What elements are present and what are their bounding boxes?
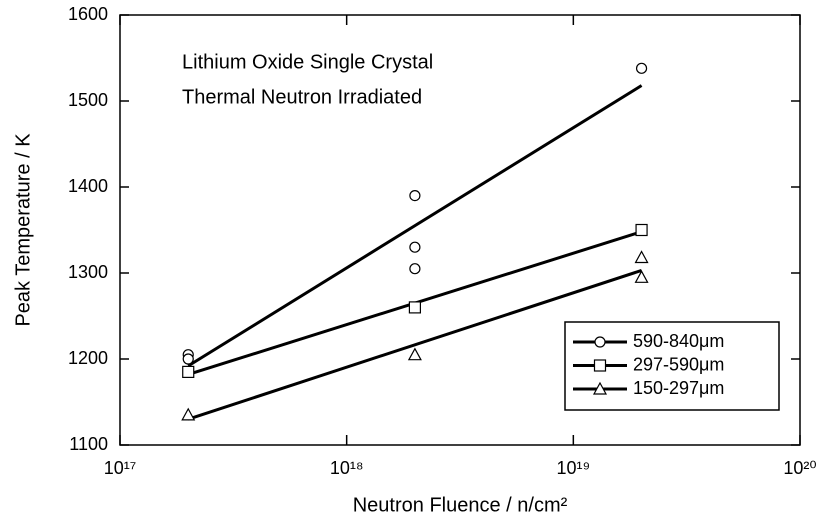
y-tick-label: 1400 [68, 176, 108, 196]
y-axis-label: Peak Temperature / K [12, 133, 34, 327]
marker [635, 62, 648, 74]
marker [182, 365, 195, 378]
marker [181, 407, 196, 421]
x-axis-label: Neutron Fluence / n/cm² [353, 494, 568, 516]
marker [409, 190, 421, 202]
marker [594, 336, 606, 348]
marker [634, 250, 649, 264]
y-tick-label: 1200 [68, 348, 108, 368]
marker [408, 301, 422, 314]
marker [409, 263, 421, 275]
marker [634, 270, 649, 283]
marker [635, 223, 648, 237]
fit-line [187, 84, 643, 368]
x-tick-label: 10¹⁸ [330, 458, 364, 478]
marker [182, 353, 194, 365]
legend-label: 590-840μm [633, 331, 724, 351]
plot-frame [119, 14, 801, 446]
marker [407, 347, 422, 361]
x-tick-label: 10¹⁷ [104, 458, 137, 478]
fit-line [187, 268, 643, 421]
x-tick-label: 10²⁰ [783, 458, 816, 478]
annotation: Lithium Oxide Single Crystal [182, 51, 433, 73]
x-tick-label: 10¹⁹ [556, 458, 590, 478]
legend-label: 297-590μm [633, 354, 724, 374]
legend-label: 150-297μm [633, 378, 724, 398]
marker [592, 381, 608, 395]
marker [593, 359, 607, 372]
marker [409, 241, 421, 253]
annotation: Thermal Neutron Irradiated [182, 86, 422, 108]
y-tick-label: 1600 [68, 4, 108, 24]
y-tick-label: 1300 [68, 262, 108, 282]
y-tick-label: 1100 [69, 434, 108, 454]
y-tick-label: 1500 [68, 90, 108, 110]
